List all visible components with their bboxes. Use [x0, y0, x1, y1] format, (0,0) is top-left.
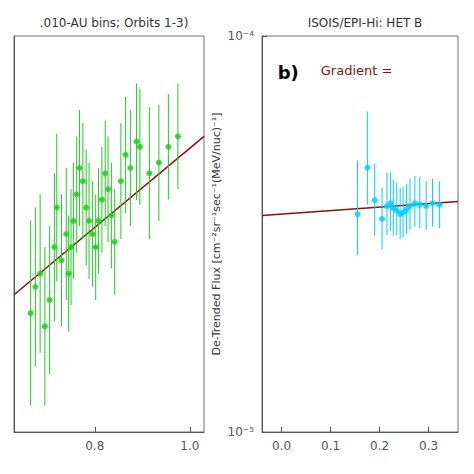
svg-text:.010-AU bins; Orbits 1-3): .010-AU bins; Orbits 1-3): [40, 16, 189, 30]
svg-text:Gradient =: Gradient =: [321, 63, 393, 78]
svg-text:0.3: 0.3: [419, 439, 438, 453]
svg-text:10⁻⁵: 10⁻⁵: [228, 425, 255, 439]
svg-text:ISOIS/EPI-Hi: HET B: ISOIS/EPI-Hi: HET B: [308, 16, 423, 30]
svg-text:0.2: 0.2: [370, 439, 389, 453]
svg-text:b): b): [278, 62, 299, 83]
svg-text:0.0: 0.0: [272, 439, 291, 453]
svg-text:1.0: 1.0: [180, 439, 199, 453]
svg-text:10⁻⁴: 10⁻⁴: [228, 29, 255, 43]
svg-text:De-Trended Flux [cm⁻²sr⁻¹sec⁻¹: De-Trended Flux [cm⁻²sr⁻¹sec⁻¹(MeV/nuc)⁻…: [210, 113, 223, 356]
svg-text:0.1: 0.1: [321, 439, 340, 453]
svg-text:0.8: 0.8: [85, 439, 104, 453]
